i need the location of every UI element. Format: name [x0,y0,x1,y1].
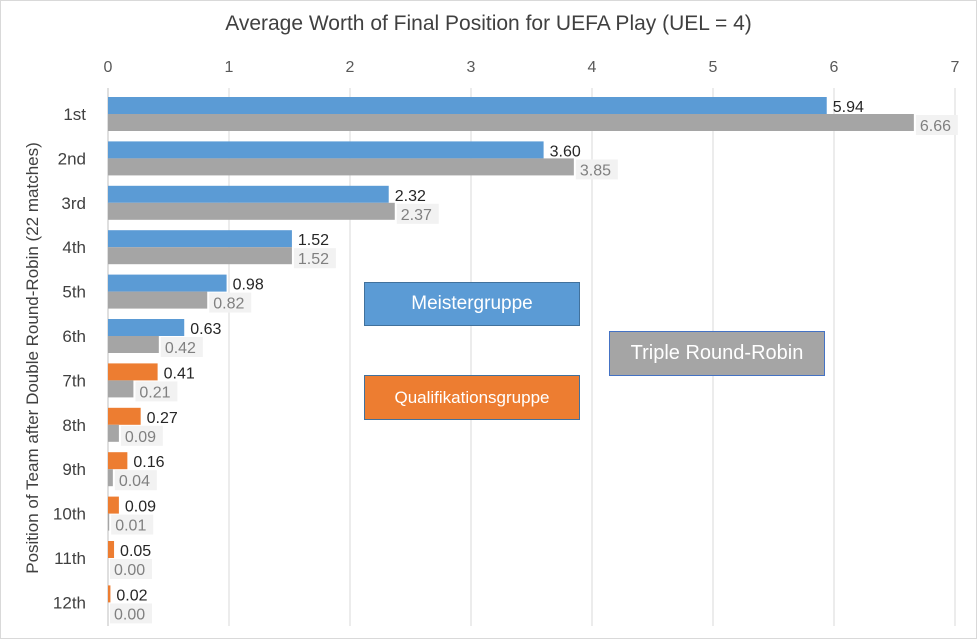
data-label-series2: 0.82 [213,296,244,313]
bar-series1 [108,97,827,114]
bar-series1 [108,407,141,425]
x-tick-label: 0 [104,59,113,76]
bar-series1 [108,230,292,248]
data-label-bg-series2 [114,470,157,491]
bar-series2 [108,114,914,131]
bar-series1 [108,496,119,514]
bar-series2 [108,424,119,442]
bar-series1 [108,274,227,292]
bar-series1 [108,141,544,159]
chart-title: Average Worth of Final Position for UEFA… [225,12,752,35]
bar-series2 [108,247,292,265]
legend-qualifikationsgruppe: Qualifikationsgruppe [364,375,580,420]
data-label-bg-series2 [110,603,152,624]
data-label-bg-series2 [293,248,336,269]
category-label: 11th [54,549,86,568]
category-label: 5th [62,283,86,302]
x-tick-label: 2 [346,59,355,76]
data-label-bg-series2 [111,514,154,535]
data-label-series2: 3.85 [580,162,611,179]
category-label: 9th [62,460,86,479]
data-label-series1: 0.98 [233,277,264,294]
category-label: 2nd [58,149,86,168]
category-label: 4th [62,238,86,257]
data-label-bg-series2 [915,115,958,135]
data-label-series2: 0.09 [125,429,156,446]
data-label-series2: 0.21 [139,384,170,401]
data-label-series1: 0.05 [120,543,151,560]
bar-series2 [108,380,134,398]
data-label-bg-series2 [209,292,252,313]
data-label-series2: 0.00 [114,606,145,623]
data-label-series1: 0.09 [125,499,156,516]
data-label-series1: 1.52 [298,232,329,249]
data-label-series1: 0.41 [164,365,195,382]
bar-series1 [108,363,158,381]
x-tick-label: 3 [467,59,476,76]
data-label-bg-series2 [396,203,439,224]
data-label-series1: 0.27 [147,410,178,427]
x-tick-label: 6 [830,59,839,76]
data-label-series1: 0.16 [133,454,164,471]
data-label-series1: 0.02 [116,587,147,604]
data-label-bg-series2 [120,425,163,446]
bar-series2 [108,336,159,353]
category-label: 6th [62,327,86,346]
bar-series2 [108,513,110,531]
data-label-bg-series2 [160,337,203,357]
legend-triple-round-robin: Triple Round-Robin [609,331,825,376]
category-label: 8th [62,416,86,435]
bar-series1 [108,452,128,470]
data-label-series1: 5.94 [833,99,864,116]
data-label-series2: 2.37 [401,207,432,224]
x-tick-label: 5 [709,59,718,76]
bar-series2 [108,202,395,220]
category-label: 12th [53,593,86,612]
data-label-series1: 3.60 [550,143,581,160]
data-label-series1: 2.32 [395,188,426,205]
bar-series2 [108,291,208,309]
data-label-series2: 1.52 [298,251,329,268]
category-label: 1st [63,105,86,124]
data-label-series2: 0.04 [119,473,150,490]
data-label-series2: 0.01 [115,518,146,535]
x-tick-label: 1 [225,59,234,76]
bar-series1 [108,319,185,336]
data-label-series2: 6.66 [920,118,951,135]
data-label-bg-series2 [110,559,152,579]
bar-series1 [108,585,111,603]
y-axis-label: Position of Team after Double Round-Robi… [23,142,42,574]
data-label-series2: 0.00 [114,562,145,579]
data-label-series2: 0.42 [165,340,196,357]
category-label: 10th [53,505,86,524]
category-label: 7th [62,371,86,390]
data-label-bg-series2 [575,159,618,180]
category-label: 3rd [61,194,86,213]
bar-series1 [108,185,389,203]
x-tick-label: 7 [951,59,960,76]
bar-series1 [108,541,115,558]
data-label-bg-series2 [135,381,178,402]
bar-series2 [108,158,574,176]
bar-series2 [108,469,113,487]
data-label-series1: 0.63 [190,321,221,338]
legend-meistergruppe: Meistergruppe [364,282,580,326]
x-tick-label: 4 [588,59,597,76]
